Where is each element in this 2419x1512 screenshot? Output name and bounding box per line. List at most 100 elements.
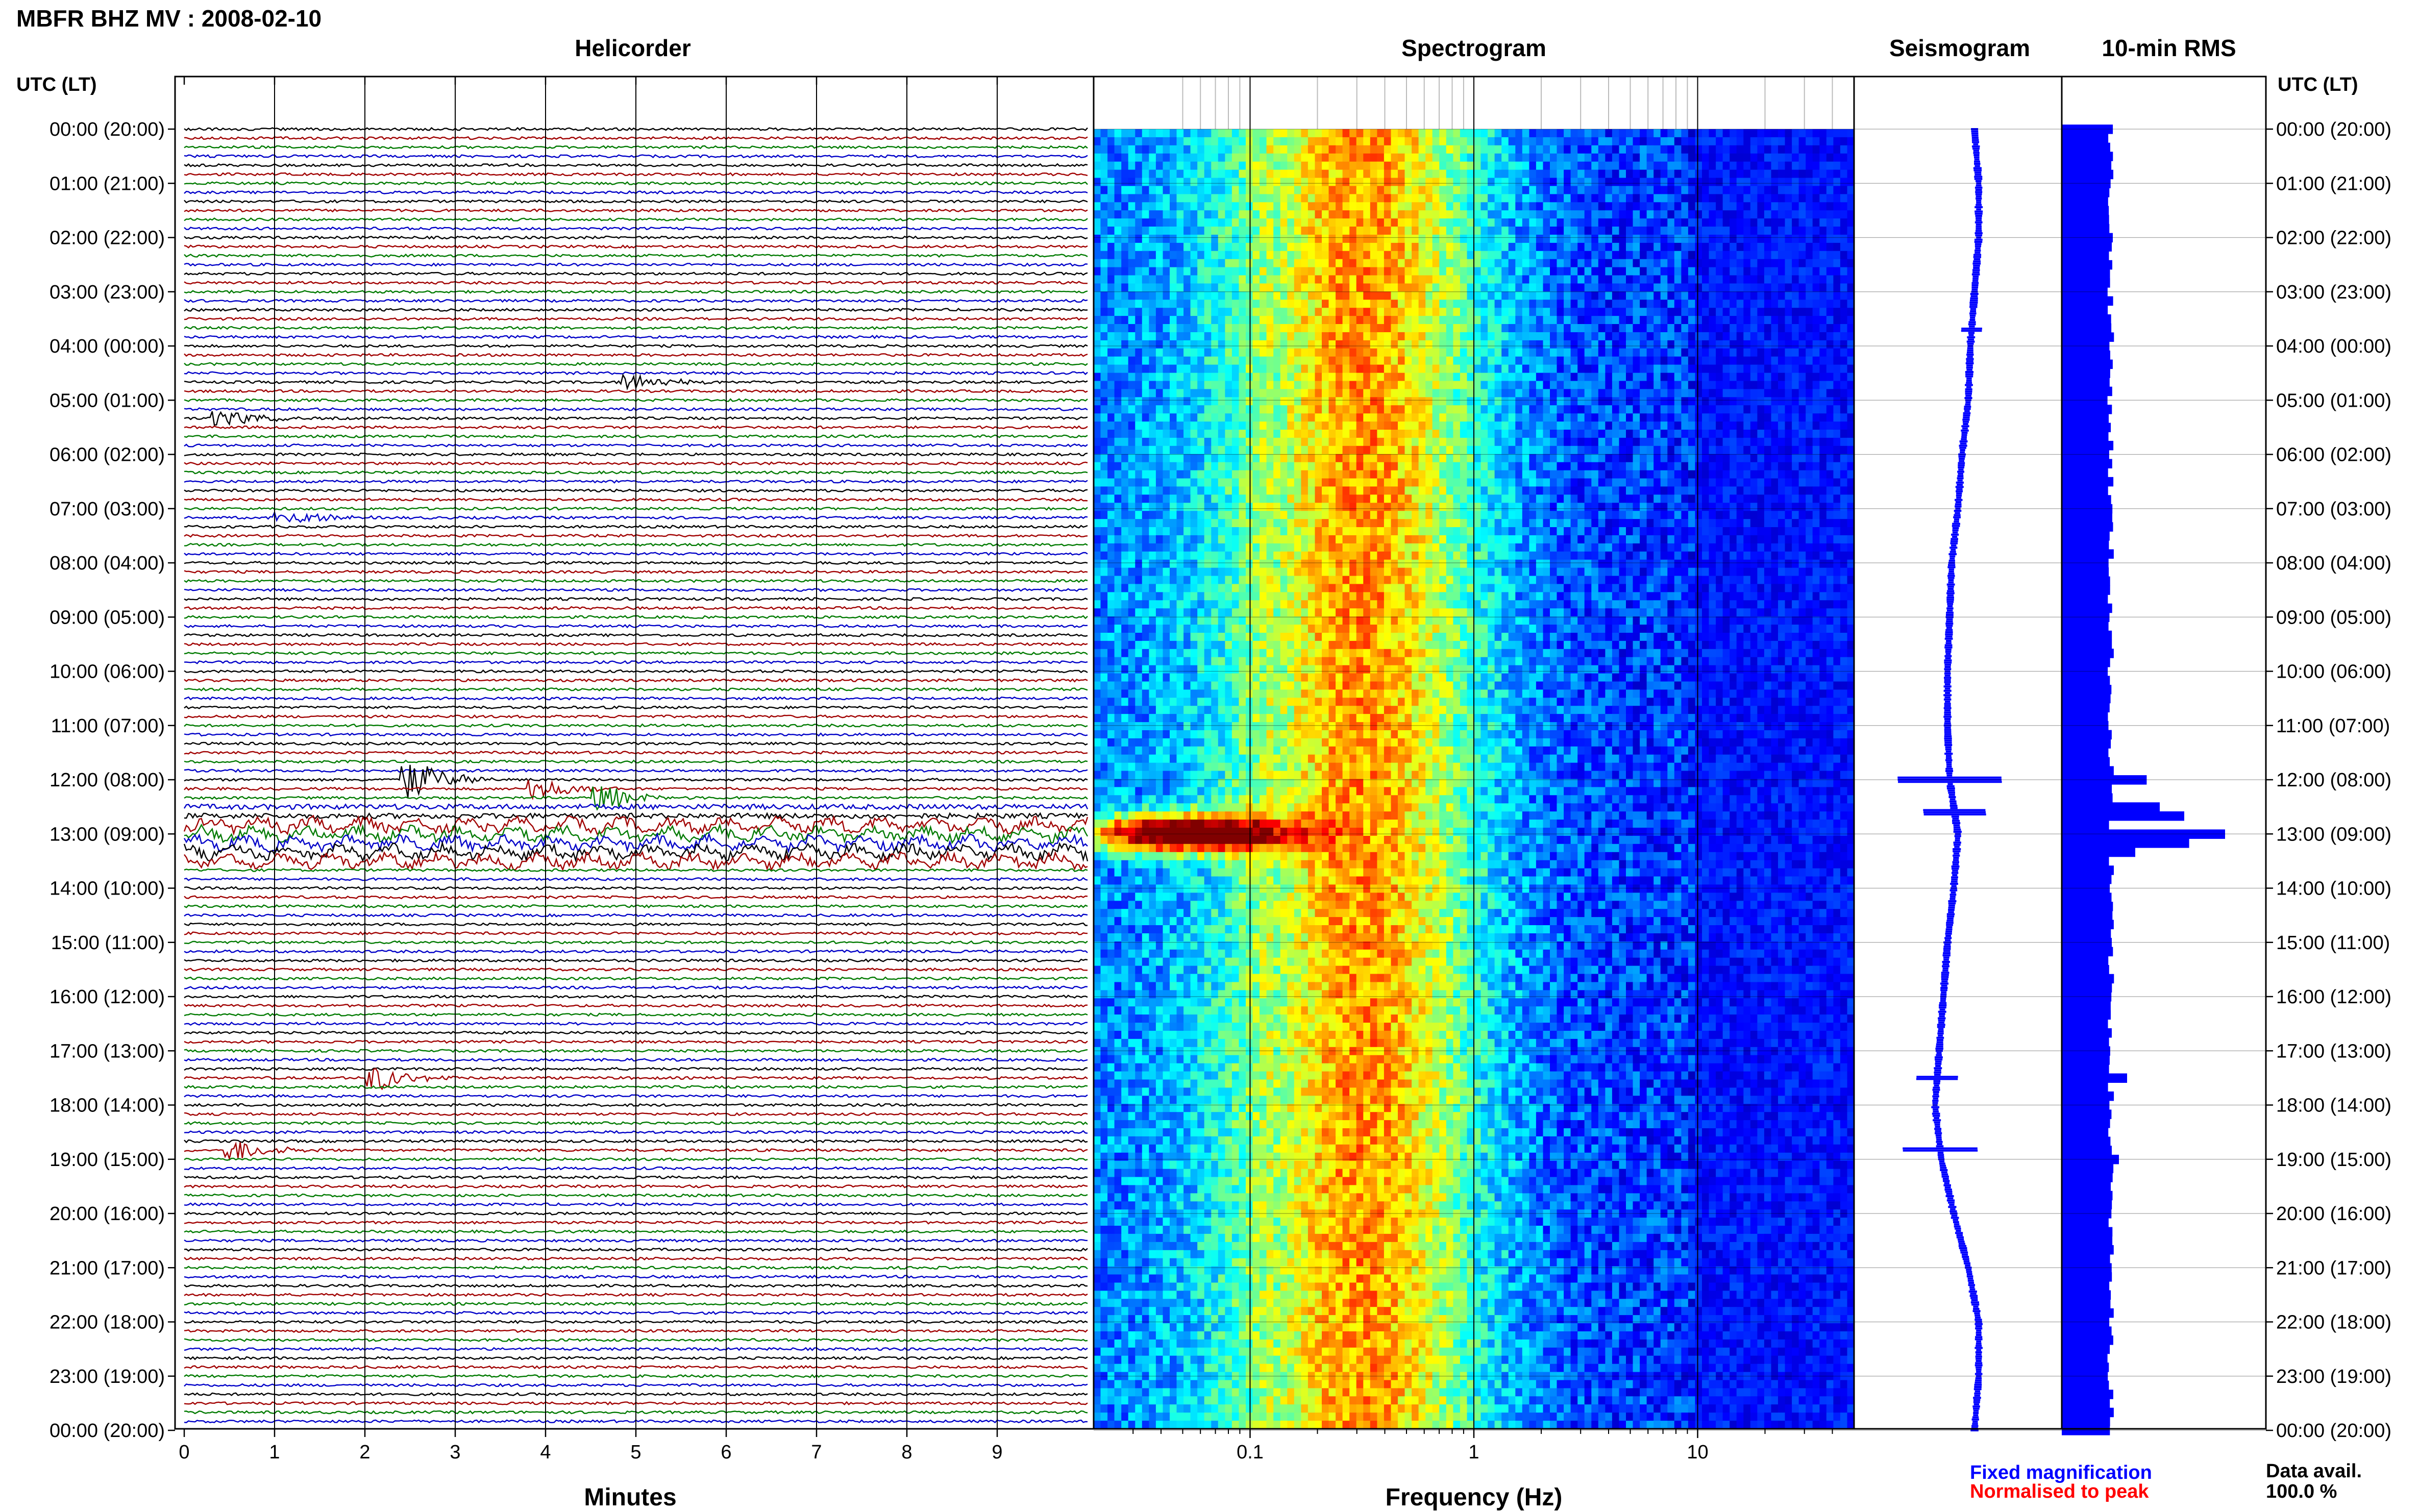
spectrogram-cell bbox=[1432, 275, 1440, 284]
spectrogram-cell bbox=[1446, 381, 1453, 389]
spectrogram-cell bbox=[1716, 413, 1723, 422]
spectrogram-cell bbox=[1847, 194, 1854, 203]
spectrogram-cell bbox=[1577, 454, 1585, 463]
spectrogram-cell bbox=[1349, 430, 1357, 438]
spectrogram-cell bbox=[1260, 259, 1267, 268]
spectrogram-cell bbox=[1453, 227, 1461, 235]
spectrogram-cell bbox=[1702, 259, 1710, 268]
spectrogram-cell bbox=[1543, 300, 1550, 308]
spectrogram-cell bbox=[1557, 145, 1564, 154]
spectrogram-cell bbox=[1688, 210, 1695, 219]
spectrogram-cell bbox=[1398, 389, 1405, 398]
spectrogram-cell bbox=[1280, 405, 1288, 414]
spectrogram-cell bbox=[1183, 348, 1191, 357]
spectrogram-cell bbox=[1315, 397, 1322, 406]
spectrogram-cell bbox=[1252, 478, 1260, 487]
spectrogram-cell bbox=[1501, 283, 1509, 292]
spectrogram-cell bbox=[1231, 422, 1239, 430]
spectrogram-cell bbox=[1812, 486, 1820, 495]
spectrogram-cell bbox=[1819, 422, 1827, 430]
spectrogram-cell bbox=[1114, 430, 1122, 438]
spectrogram-cell bbox=[1612, 283, 1619, 292]
spectrogram-cell bbox=[1287, 340, 1295, 349]
spectrogram-cell bbox=[1121, 129, 1129, 138]
spectrogram-cell bbox=[1626, 364, 1634, 374]
spectrogram-cell bbox=[1695, 283, 1702, 292]
spectrogram-cell bbox=[1626, 478, 1634, 487]
spectrogram-cell bbox=[1646, 332, 1654, 341]
spectrogram-cell bbox=[1467, 462, 1474, 471]
spectrogram-cell bbox=[1633, 259, 1640, 268]
spectrogram-cell bbox=[1377, 389, 1385, 398]
spectrogram-cell bbox=[1280, 300, 1288, 308]
spectrogram-cell bbox=[1094, 494, 1101, 503]
spectrogram-cell bbox=[1840, 300, 1847, 308]
spectrogram-cell bbox=[1260, 445, 1267, 455]
spectrogram-cell bbox=[1584, 413, 1592, 422]
spectrogram-cell bbox=[1501, 275, 1509, 284]
spectrogram-cell bbox=[1688, 308, 1695, 316]
spectrogram-cell bbox=[1778, 234, 1786, 243]
spectrogram-cell bbox=[1785, 234, 1792, 243]
spectrogram-cell bbox=[1183, 437, 1191, 447]
spectrogram-cell bbox=[1100, 178, 1108, 186]
spectrogram-cell bbox=[1826, 373, 1834, 382]
spectrogram-cell bbox=[1806, 153, 1813, 162]
spectrogram-cell bbox=[1246, 210, 1253, 219]
spectrogram-cell bbox=[1764, 332, 1771, 341]
spectrogram-cell bbox=[1439, 129, 1447, 138]
spectrogram-cell bbox=[1570, 202, 1578, 211]
spectrogram-cell bbox=[1246, 153, 1253, 162]
spectrogram-cell bbox=[1460, 300, 1467, 308]
spectrogram-cell bbox=[1709, 430, 1716, 438]
spectrogram-cell bbox=[1771, 478, 1779, 487]
spectrogram-cell bbox=[1128, 332, 1136, 341]
spectrogram-cell bbox=[1176, 413, 1184, 422]
spectrogram-cell bbox=[1543, 422, 1550, 430]
spectrogram-cell bbox=[1757, 202, 1765, 211]
spectrogram-cell bbox=[1798, 486, 1806, 495]
spectrogram-cell bbox=[1446, 470, 1453, 479]
spectrogram-cell bbox=[1432, 430, 1440, 438]
spectrogram-cell bbox=[1377, 275, 1385, 284]
spectrogram-cell bbox=[1695, 129, 1702, 138]
spectrogram-cell bbox=[1170, 437, 1177, 447]
spectrogram-cell bbox=[1557, 332, 1564, 341]
spectrogram-cell bbox=[1128, 194, 1136, 203]
spectrogram-cell bbox=[1488, 470, 1495, 479]
spectrogram-cell bbox=[1384, 462, 1391, 471]
spectrogram-cell bbox=[1398, 202, 1405, 211]
spectrogram-cell bbox=[1778, 210, 1786, 219]
spectrogram-cell bbox=[1398, 161, 1405, 170]
spectrogram-cell bbox=[1142, 227, 1149, 235]
spectrogram-cell bbox=[1197, 218, 1205, 227]
spectrogram-cell bbox=[1522, 194, 1529, 203]
spectrogram-cell bbox=[1605, 267, 1613, 276]
spectrogram-cell bbox=[1702, 422, 1710, 430]
spectrogram-cell bbox=[1467, 169, 1474, 179]
spectrogram-cell bbox=[1266, 242, 1274, 252]
spectrogram-cell bbox=[1260, 332, 1267, 341]
spectrogram-cell bbox=[1432, 251, 1440, 260]
spectrogram-cell bbox=[1336, 422, 1343, 430]
spectrogram-cell bbox=[1094, 486, 1101, 495]
spectrogram-cell bbox=[1605, 178, 1613, 186]
spectrogram-cell bbox=[1702, 430, 1710, 438]
spectrogram-cell bbox=[1363, 161, 1371, 170]
spectrogram-cell bbox=[1183, 129, 1191, 138]
spectrogram-cell bbox=[1460, 210, 1467, 219]
spectrogram-cell bbox=[1328, 300, 1336, 308]
spectrogram-cell bbox=[1806, 308, 1813, 316]
spectrogram-cell bbox=[1280, 267, 1288, 276]
spectrogram-cell bbox=[1488, 267, 1495, 276]
spectrogram-cell bbox=[1640, 129, 1647, 138]
spectrogram-cell bbox=[1252, 348, 1260, 357]
spectrogram-cell bbox=[1315, 161, 1322, 170]
spectrogram-cell bbox=[1135, 300, 1143, 308]
spectrogram-cell bbox=[1418, 242, 1426, 252]
spectrogram-cell bbox=[1612, 227, 1619, 235]
spectrogram-cell bbox=[1577, 316, 1585, 325]
spectrogram-cell bbox=[1736, 389, 1744, 398]
spectrogram-cell bbox=[1653, 356, 1661, 365]
spectrogram-cell bbox=[1170, 210, 1177, 219]
